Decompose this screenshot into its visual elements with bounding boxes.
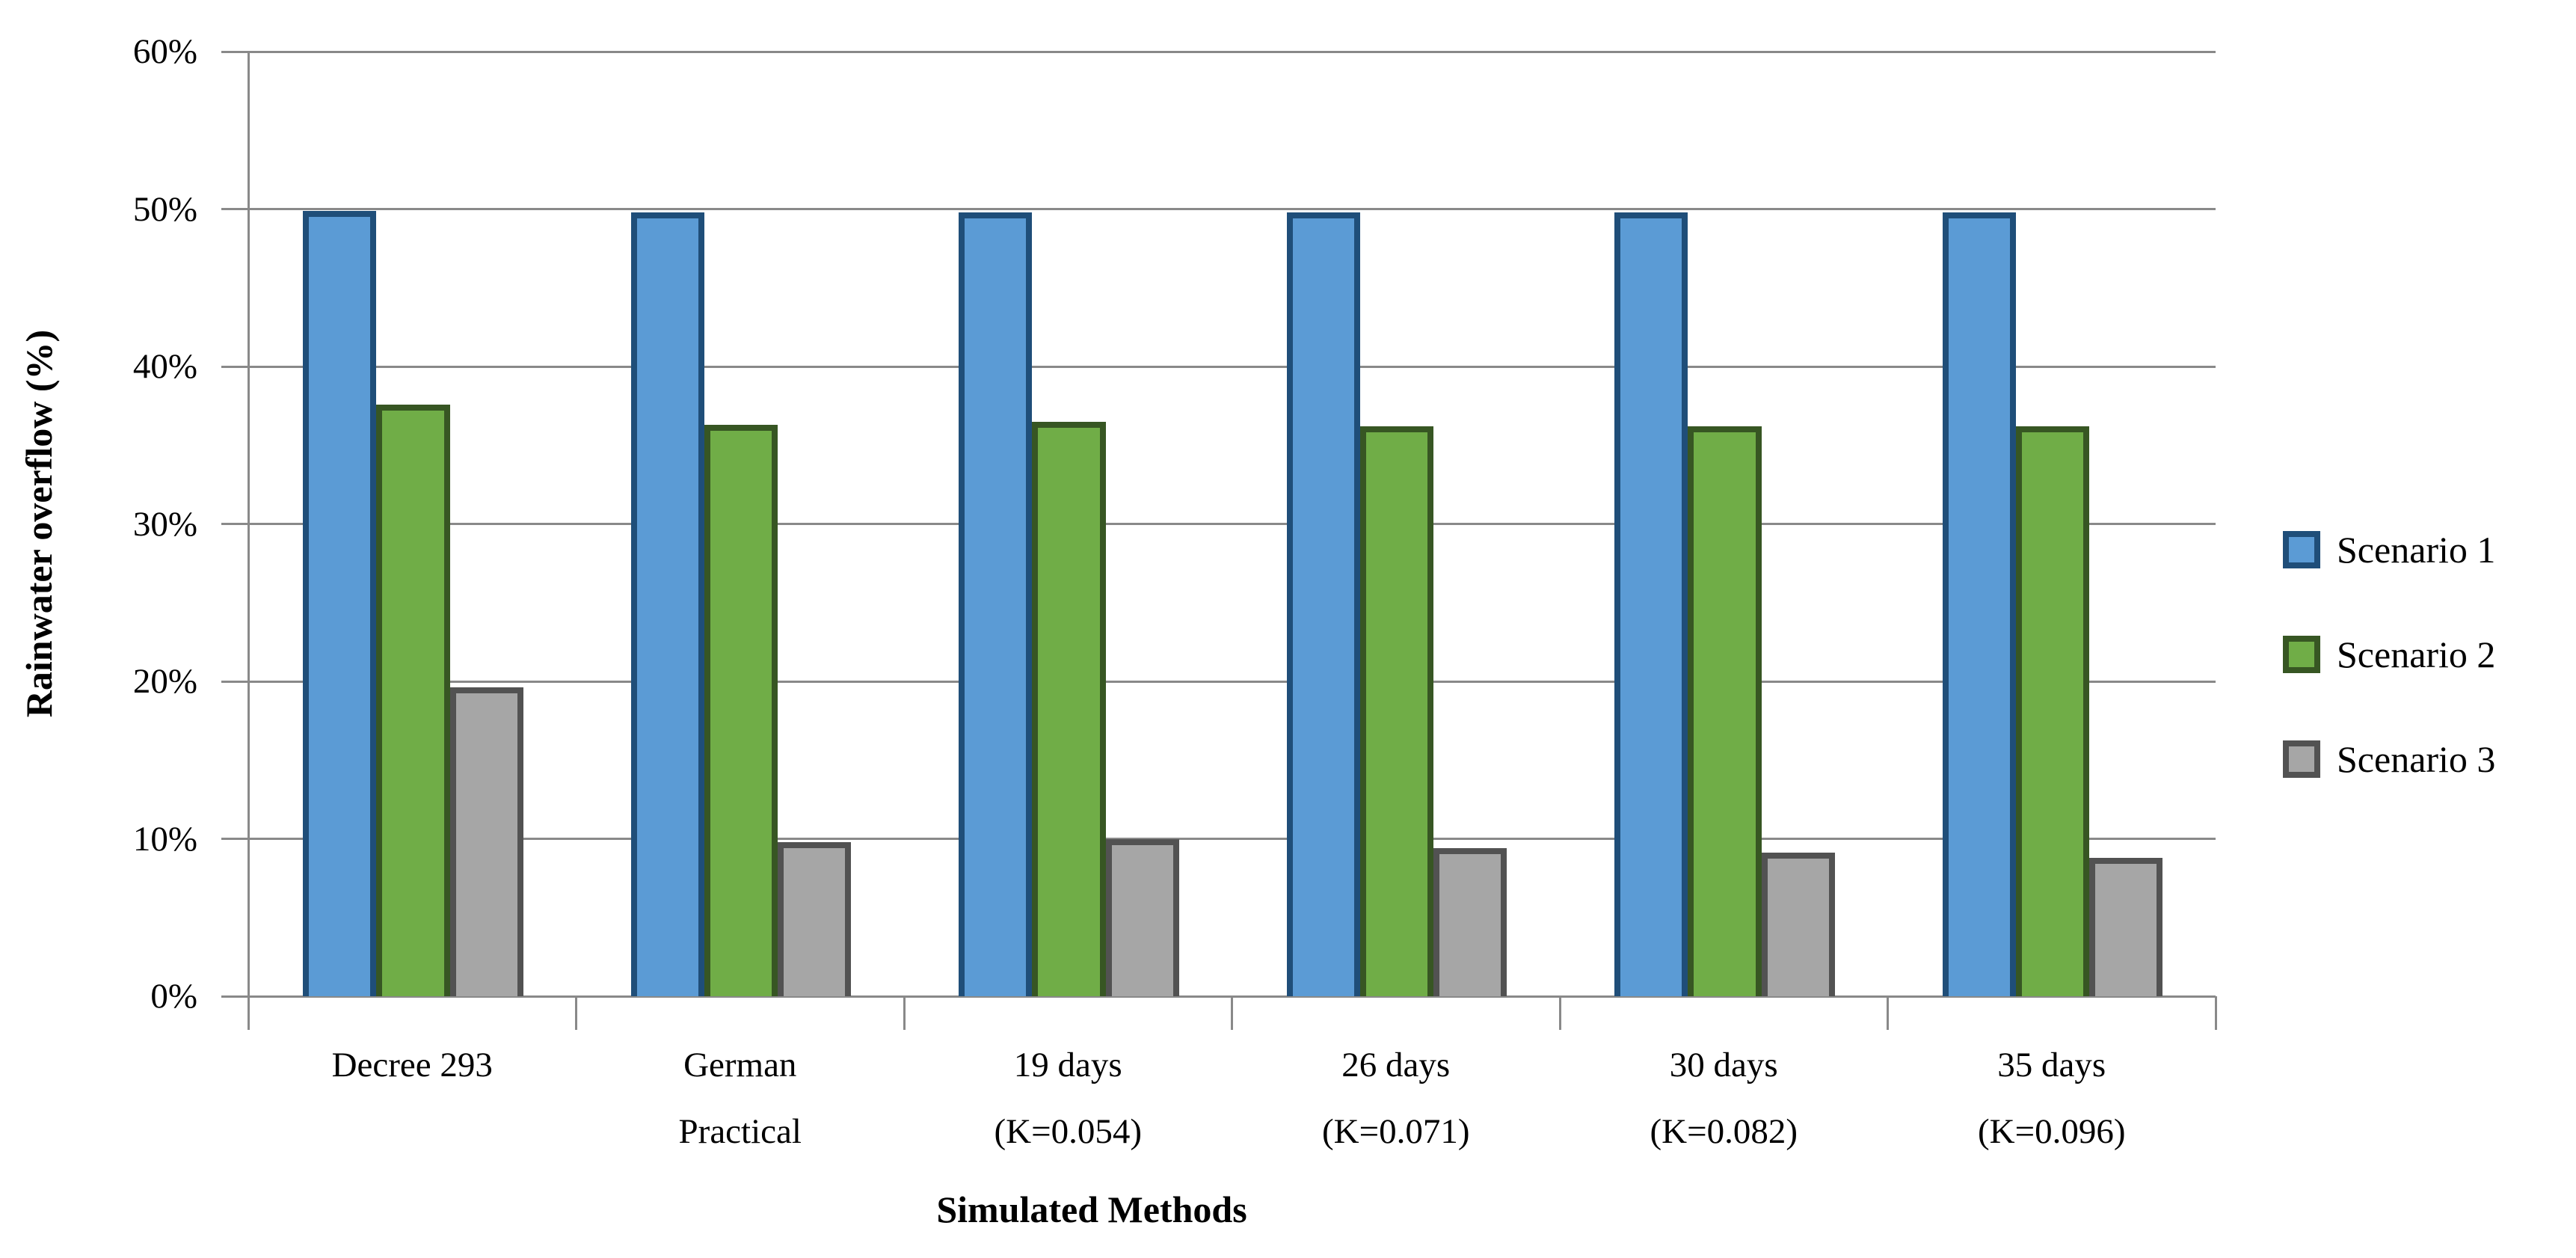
bar-scenario-3-cat4: [1433, 848, 1507, 996]
bar-scenario-3-cat5: [1761, 853, 1835, 996]
y-tick-label: 10%: [132, 819, 197, 859]
bar-scenario-3-cat3: [1105, 838, 1179, 996]
gridline-50%: [248, 208, 2216, 210]
y-axis-tick: [221, 208, 248, 210]
y-tick-label: 30%: [132, 504, 197, 544]
gridline-30%: [248, 523, 2216, 525]
legend-item-scenario-1: Scenario 1: [2283, 524, 2495, 576]
x-axis-line: [221, 995, 2216, 998]
x-category-label: 30 days (K=0.082): [1650, 1046, 1798, 1152]
legend-item-scenario-3: Scenario 3: [2283, 733, 2495, 785]
bar-scenario-3-cat6: [2089, 857, 2163, 996]
y-tick-label: 60%: [132, 32, 197, 71]
legend-swatch-icon: [2283, 531, 2320, 568]
bar-scenario-1-cat4: [1286, 212, 1360, 996]
legend-swatch-icon: [2283, 740, 2320, 778]
y-tick-label: 40%: [132, 347, 197, 386]
x-category-label: Decree 293: [331, 1046, 493, 1084]
bar-scenario-3-cat1: [449, 687, 523, 996]
x-category-label: 26 days (K=0.071): [1321, 1046, 1470, 1152]
x-axis-tick: [1558, 996, 1561, 1030]
x-category-label: 19 days (K=0.054): [994, 1046, 1142, 1152]
y-tick-label: 20%: [132, 662, 197, 701]
x-axis-tick: [1887, 996, 1889, 1030]
legend-item-scenario-2: Scenario 2: [2283, 628, 2495, 681]
bar-scenario-1-cat2: [630, 212, 704, 996]
x-axis-tick: [575, 996, 577, 1030]
y-axis-tick: [221, 365, 248, 368]
bar-scenario-2-cat5: [1688, 426, 1762, 996]
bar-scenario-2-cat4: [1359, 426, 1434, 996]
bar-scenario-2-cat2: [704, 424, 778, 996]
legend-label: Scenario 2: [2337, 633, 2496, 675]
bar-scenario-1-cat3: [959, 212, 1033, 996]
bar-scenario-2-cat1: [376, 404, 450, 996]
x-axis-tick: [2214, 996, 2217, 1030]
x-axis-tick: [903, 996, 906, 1030]
x-category-label: German Practical: [678, 1046, 802, 1152]
x-axis-title: Simulated Methods: [936, 1188, 1247, 1230]
bar-scenario-2-cat6: [2015, 426, 2090, 996]
gridline-40%: [248, 365, 2216, 368]
y-tick-label: 50%: [132, 189, 197, 229]
legend-swatch-icon: [2283, 636, 2320, 673]
bar-scenario-1-cat1: [303, 210, 377, 996]
gridline-60%: [248, 50, 2216, 53]
bar-scenario-1-cat6: [1942, 212, 2016, 996]
legend-label: Scenario 1: [2337, 529, 2496, 571]
y-axis-tick: [221, 50, 248, 53]
x-axis-tick: [247, 996, 250, 1030]
legend-label: Scenario 3: [2337, 738, 2496, 780]
x-axis-tick: [1231, 996, 1233, 1030]
y-tick-label: 0%: [150, 977, 197, 1016]
x-category-label: 35 days (K=0.096): [1977, 1046, 2126, 1152]
bar-scenario-2-cat3: [1032, 421, 1106, 996]
gridline-20%: [248, 680, 2216, 683]
y-axis-tick: [221, 838, 248, 840]
y-axis-tick: [221, 680, 248, 683]
bar-scenario-1-cat5: [1614, 212, 1688, 996]
gridline-10%: [248, 838, 2216, 840]
y-axis-line: [247, 52, 250, 996]
y-axis-tick: [221, 523, 248, 525]
bar-scenario-3-cat2: [778, 841, 852, 996]
